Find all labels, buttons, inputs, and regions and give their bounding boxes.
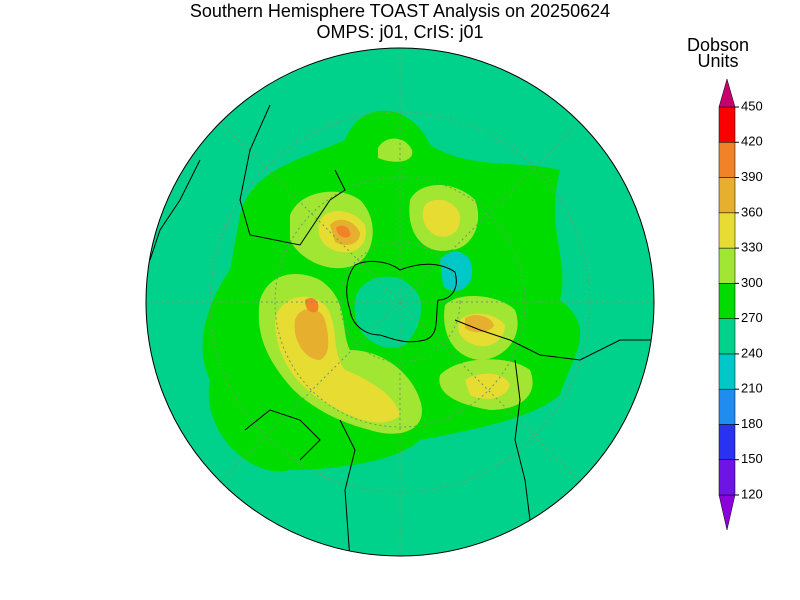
colorbar-tick-label: 270 bbox=[741, 310, 763, 325]
colorbar-segment bbox=[718, 318, 736, 355]
colorbar-tick-label: 150 bbox=[741, 451, 763, 466]
colorbar-segment bbox=[718, 142, 736, 178]
colorbar-segment bbox=[718, 353, 736, 390]
colorbar-label: Units bbox=[697, 51, 738, 71]
colorbar-segment bbox=[718, 424, 736, 460]
colorbar-tick-label: 330 bbox=[741, 240, 763, 255]
colorbar-segment bbox=[718, 177, 736, 214]
map bbox=[146, 48, 654, 556]
colorbar-segment bbox=[718, 494, 736, 531]
colorbar-segment bbox=[718, 78, 736, 108]
colorbar-tick-label: 420 bbox=[741, 134, 763, 149]
colorbar-tick-label: 120 bbox=[741, 486, 763, 501]
colorbar-segment bbox=[718, 106, 736, 143]
colorbar-tick-label: 450 bbox=[741, 98, 763, 113]
colorbar-tick-label: 210 bbox=[741, 381, 763, 396]
colorbar-tick-label: 360 bbox=[741, 204, 763, 219]
colorbar-segment bbox=[718, 388, 736, 425]
title: Southern Hemisphere TOAST Analysis on 20… bbox=[190, 1, 610, 21]
colorbar-tick-label: 390 bbox=[741, 169, 763, 184]
colorbar-segment bbox=[718, 247, 736, 284]
subtitle: OMPS: j01, CrIS: j01 bbox=[316, 22, 483, 42]
colorbar-segment bbox=[718, 283, 736, 319]
colorbar-tick-label: 180 bbox=[741, 416, 763, 431]
colorbar-label: Dobson bbox=[687, 35, 749, 55]
colorbar-segment bbox=[718, 459, 736, 496]
colorbar-tick-label: 300 bbox=[741, 275, 763, 290]
map-border bbox=[145, 47, 655, 557]
colorbar-tick-label: 240 bbox=[741, 345, 763, 360]
colorbar-segment bbox=[718, 212, 736, 249]
colorbar: 120 150 180 210 240 270 300 330 360 390 420 450 bbox=[718, 78, 763, 531]
